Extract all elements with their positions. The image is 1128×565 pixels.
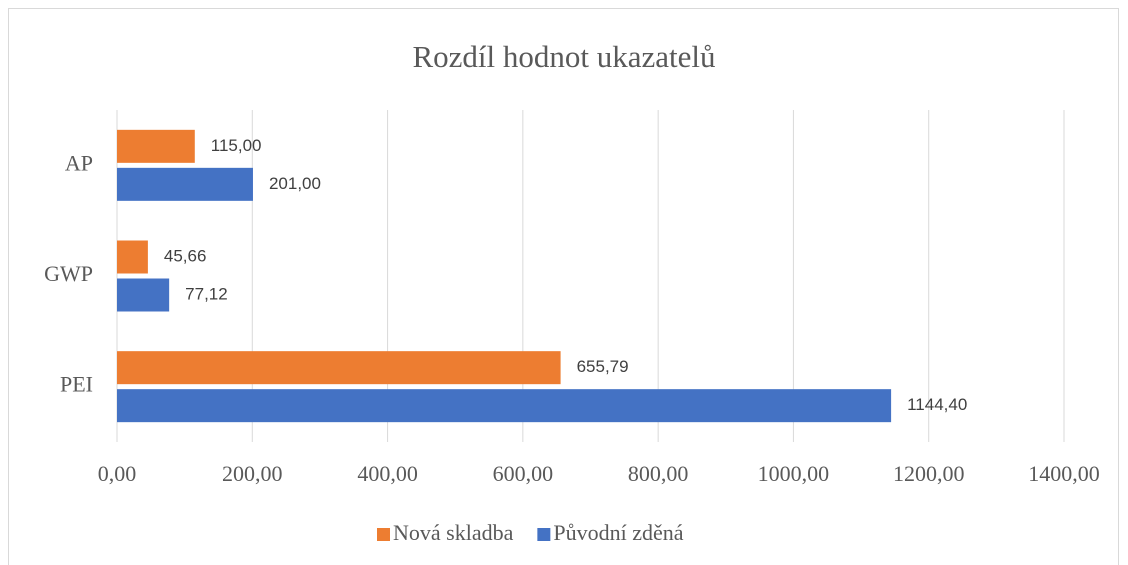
value-label: 655,79: [577, 357, 629, 376]
value-label: 115,00: [211, 136, 262, 155]
x-tick-label: 1400,00: [1028, 461, 1100, 486]
bar: [117, 167, 253, 201]
bar: [117, 240, 148, 274]
value-label: 1144,40: [907, 395, 967, 414]
value-label: 45,66: [164, 246, 207, 265]
bar: [117, 351, 561, 385]
value-label: 77,12: [185, 284, 228, 303]
y-tick-label: GWP: [44, 261, 93, 286]
x-tick-label: 0,00: [98, 461, 137, 486]
legend-swatch: [537, 528, 551, 541]
chart-title: Rozdíl hodnot ukazatelů: [412, 39, 715, 74]
bar: [117, 129, 195, 163]
x-tick-label: 600,00: [493, 461, 554, 486]
bar: [117, 389, 892, 423]
legend-label: Nová skladba: [393, 520, 514, 545]
value-label: 201,00: [269, 174, 321, 193]
y-tick-label: AP: [65, 150, 93, 175]
x-tick-label: 400,00: [357, 461, 418, 486]
x-tick-label: 1200,00: [893, 461, 965, 486]
bar: [117, 278, 170, 312]
y-tick-label: PEI: [60, 372, 93, 397]
chart-frame: [8, 8, 1119, 565]
legend-swatch: [377, 528, 390, 541]
legend-label: Původní zděná: [553, 520, 683, 545]
x-tick-label: 200,00: [222, 461, 283, 486]
x-tick-label: 1000,00: [758, 461, 830, 486]
x-tick-label: 800,00: [628, 461, 689, 486]
